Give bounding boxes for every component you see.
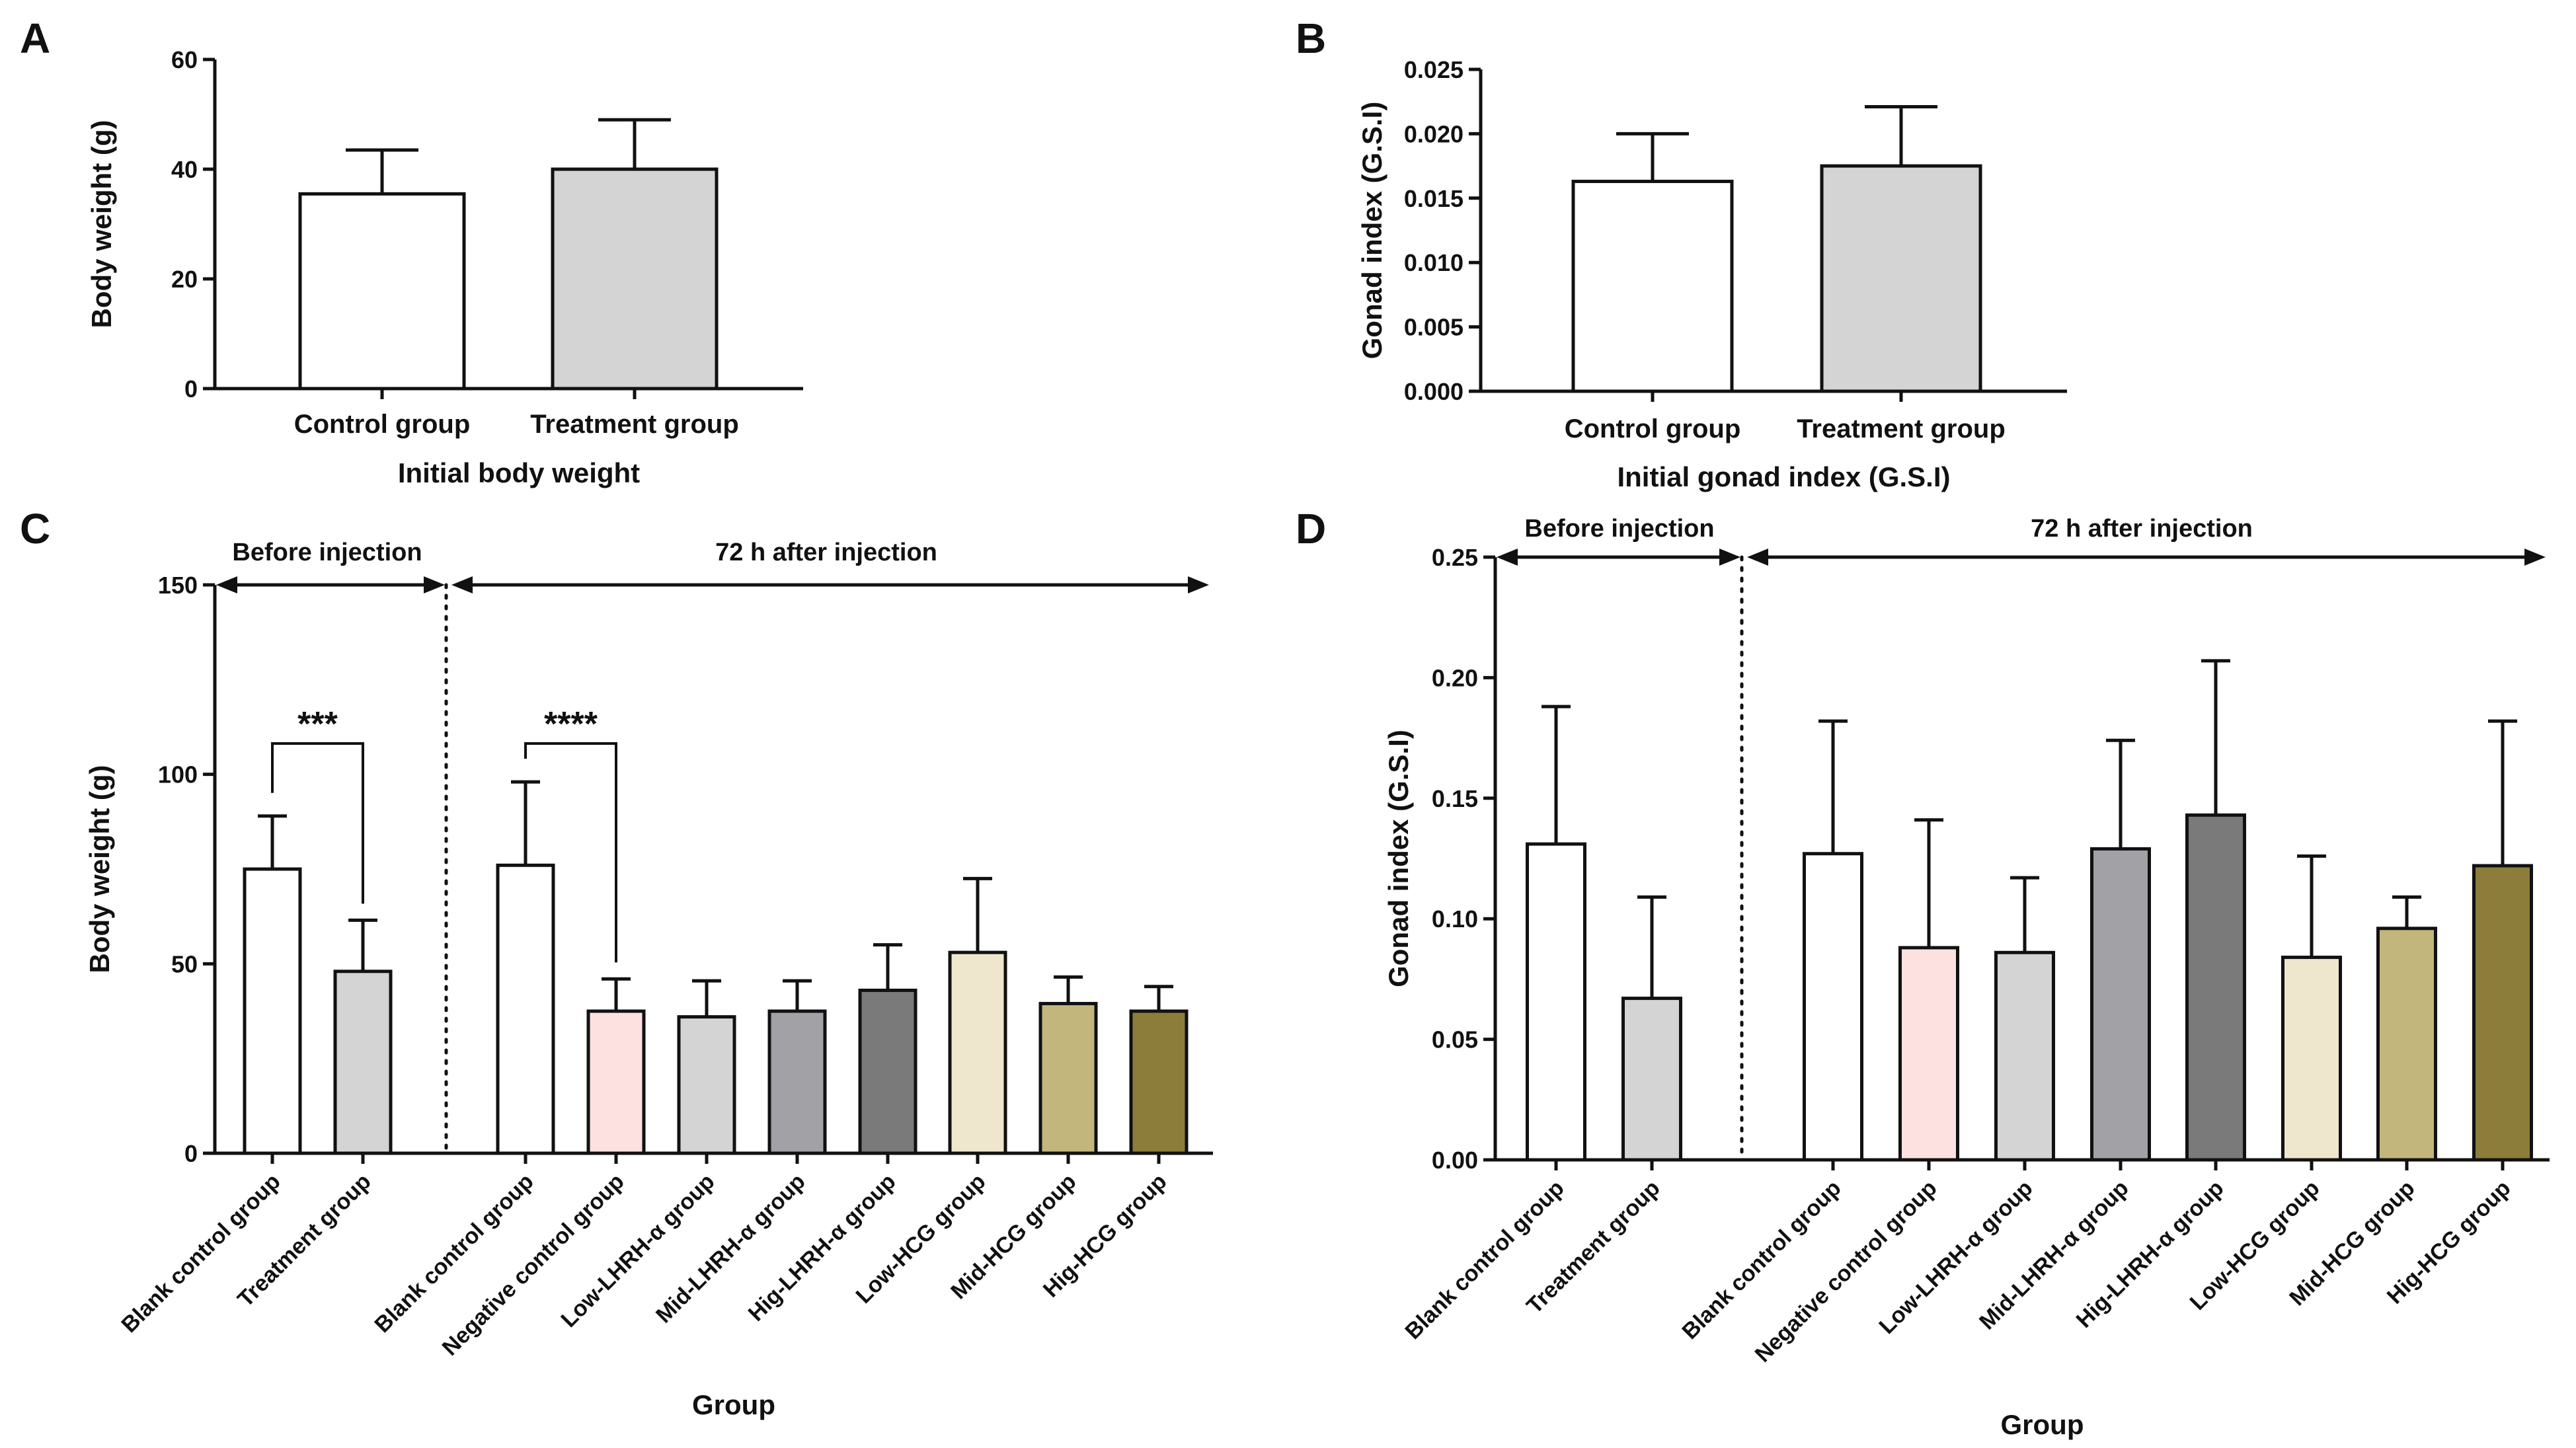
- bar: [1803, 852, 1863, 1162]
- x-category-label: Blank control group: [116, 1169, 285, 1338]
- significance-label: ***: [297, 705, 338, 743]
- bar: [2185, 813, 2246, 1162]
- x-category-label: Negative control group: [438, 1169, 629, 1361]
- y-tick-label: 0.15: [1432, 785, 1478, 812]
- bar: [2281, 956, 2342, 1162]
- phase-label-before: Before injection: [232, 539, 422, 566]
- x-category-label: Low-LHRH-α group: [556, 1169, 719, 1332]
- y-tick-label: 0.010: [1404, 249, 1464, 276]
- bar: [1038, 1002, 1098, 1155]
- y-tick-label: 0.000: [1404, 378, 1464, 405]
- phase-label-before: Before injection: [1524, 515, 1714, 543]
- x-category-label: Treatment group: [530, 410, 739, 439]
- chart-panel-d: D 0.00 0.05 0.10 0.15 0.20 0.25 Gonad index (G.…: [1296, 505, 2550, 1440]
- bar: [243, 867, 302, 1155]
- y-axis-label: Body weight (g): [84, 765, 115, 973]
- phase-label-after: 72 h after injection: [715, 539, 937, 566]
- bar: [677, 1015, 736, 1155]
- y-tick-label: 0.015: [1404, 185, 1464, 212]
- arrow-head-left: [1747, 549, 1768, 566]
- bar: [1526, 842, 1586, 1162]
- y-axis-label: Gonad index (G.S.I): [1356, 102, 1387, 360]
- panel-letter: A: [20, 15, 50, 62]
- panel-letter: B: [1296, 15, 1326, 62]
- y-tick-label: 0: [184, 1140, 198, 1167]
- y-tick-label: 0.020: [1404, 120, 1464, 147]
- bar: [858, 988, 917, 1155]
- bar: [1571, 179, 1734, 393]
- arrow-head-left: [451, 576, 473, 593]
- x-category-label: Control group: [1565, 414, 1741, 443]
- y-axis-label: Body weight (g): [86, 120, 117, 328]
- x-axis-label: Initial body weight: [398, 457, 640, 488]
- bar: [2472, 864, 2533, 1162]
- y-tick-label: 0.25: [1432, 544, 1478, 571]
- chart-panel-b: B 0.000 0.005 0.010 0.015 0.020 0.025 Gonad ind…: [1296, 15, 2067, 492]
- bar: [1994, 950, 2055, 1162]
- x-category-label: Blank control group: [1400, 1176, 1569, 1344]
- bar: [551, 167, 719, 391]
- x-category-label: Mid-LHRH-α group: [651, 1169, 810, 1328]
- y-tick-label: 0.05: [1432, 1026, 1478, 1053]
- y-tick-label: 0.20: [1432, 664, 1478, 691]
- significance-bracket: [271, 742, 364, 904]
- arrow-head-right: [424, 576, 445, 593]
- arrow-head-left: [1497, 549, 1518, 566]
- y-tick-label: 0.025: [1404, 56, 1464, 83]
- x-category-label: Blank control group: [370, 1169, 538, 1338]
- bar: [1129, 1009, 1189, 1155]
- bar: [586, 1009, 646, 1155]
- arrow-head-right: [1719, 549, 1740, 566]
- y-tick-label: 60: [171, 46, 198, 73]
- y-tick-label: 0.10: [1432, 905, 1478, 933]
- bar: [333, 970, 393, 1155]
- panel-letter: C: [20, 505, 50, 553]
- x-category-label: Hig-LHRH-α group: [744, 1169, 901, 1326]
- y-tick-label: 40: [171, 156, 198, 183]
- chart-panel-c: C 0 50 100 150 Body weight (g) Blank control g…: [20, 505, 1213, 1420]
- x-category-label: Treatment group: [1797, 414, 2006, 443]
- bar: [1898, 946, 1959, 1162]
- bar: [496, 863, 555, 1155]
- bar: [298, 192, 466, 391]
- y-tick-label: 100: [158, 761, 198, 788]
- bar: [2090, 847, 2151, 1162]
- arrow-head-right: [1188, 576, 1209, 593]
- x-category-label: Control group: [294, 410, 471, 439]
- arrow-head-right: [2524, 549, 2546, 566]
- y-tick-label: 0: [184, 375, 198, 402]
- y-tick-label: 20: [171, 266, 198, 293]
- x-category-label: Blank control group: [1677, 1176, 1846, 1344]
- x-category-label: Negative control group: [1750, 1176, 1942, 1367]
- phase-label-after: 72 h after injection: [2031, 515, 2253, 543]
- x-axis-label: Group: [2001, 1409, 2084, 1440]
- y-tick-label: 0.00: [1432, 1147, 1478, 1174]
- bar: [1621, 997, 1682, 1162]
- y-axis-label: Gonad index (G.S.I): [1383, 730, 1414, 987]
- y-tick-label: 50: [171, 950, 198, 977]
- significance-bracket: [524, 742, 617, 963]
- significance-label: ****: [544, 705, 598, 743]
- chart-panel-a: A 0 20 40 60 Body weight (g) Control group Trea…: [20, 15, 803, 488]
- bar: [767, 1009, 827, 1155]
- bar: [948, 950, 1007, 1155]
- bar: [2376, 927, 2437, 1162]
- x-axis-label: Initial gonad index (G.S.I): [1617, 461, 1950, 492]
- x-axis-label: Group: [692, 1389, 775, 1420]
- bar: [1820, 164, 1982, 393]
- arrow-head-left: [216, 576, 237, 593]
- panel-letter: D: [1296, 505, 1326, 553]
- y-tick-label: 0.005: [1404, 314, 1464, 341]
- y-tick-label: 150: [158, 572, 198, 599]
